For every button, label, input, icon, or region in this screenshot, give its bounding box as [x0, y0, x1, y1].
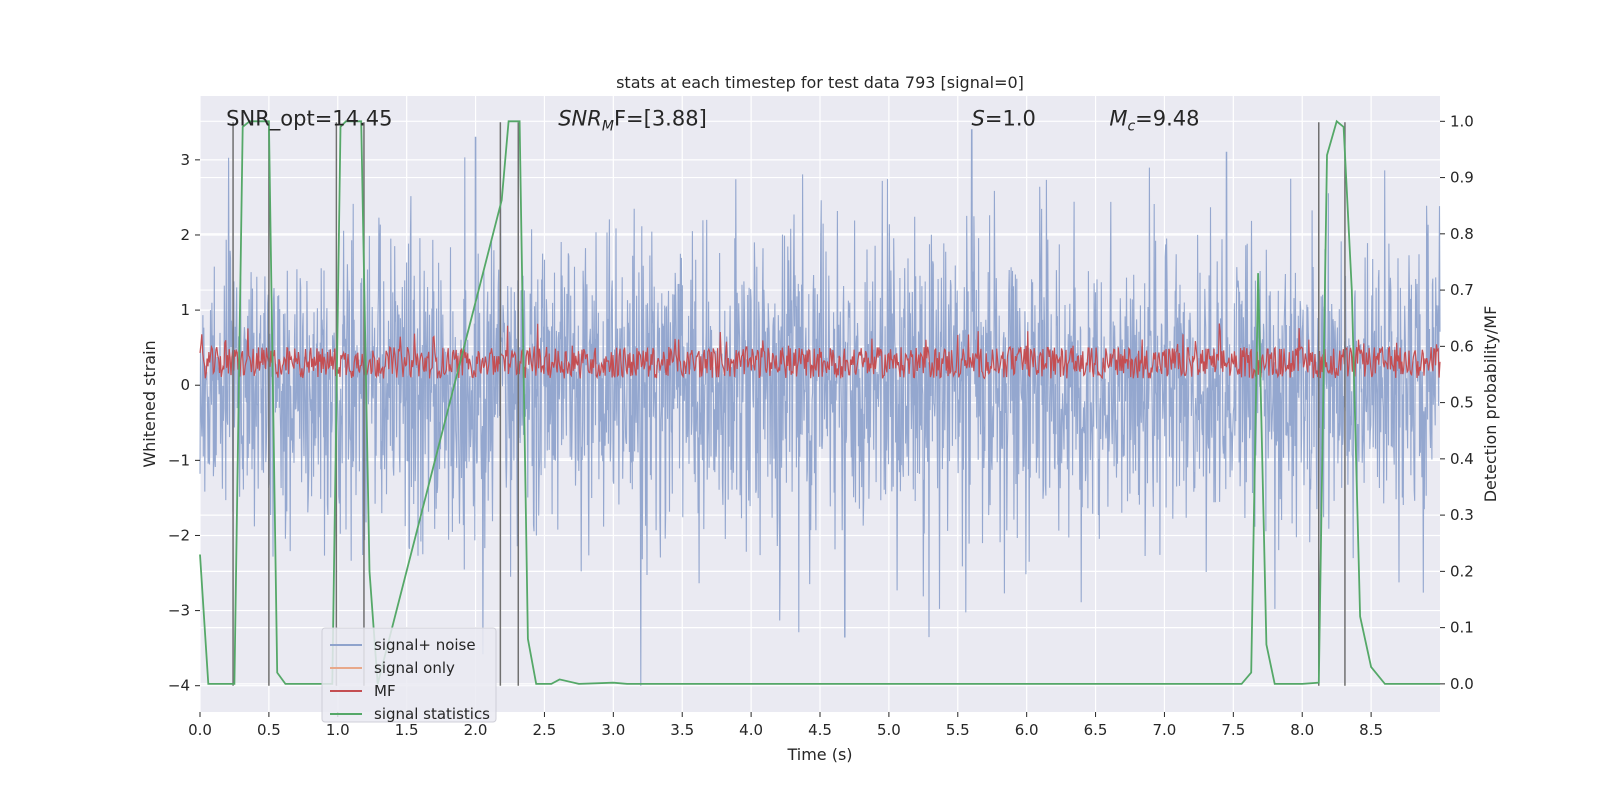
y-tick-label: 3	[180, 151, 190, 169]
x-tick-label: 0.0	[188, 721, 212, 739]
signal-plus-noise-line	[199, 129, 1441, 686]
x-tick-label: 0.5	[257, 721, 281, 739]
x-tick-label: 2.5	[533, 721, 557, 739]
legend-entry-label: signal only	[374, 659, 455, 677]
y-tick-label: −2	[168, 526, 190, 544]
chart-title: stats at each timestep for test data 793…	[616, 73, 1024, 92]
legend: signal+ noise signal only MF signal statist…	[321, 627, 497, 723]
signal-statistics-line	[199, 119, 1440, 685]
y-right-tick-label: 1.0	[1450, 112, 1474, 130]
annotation-snr-mf: SNRMF=[3.88]	[558, 107, 707, 135]
y-right-tick-label: 0.8	[1450, 225, 1474, 243]
y-tick-label: −4	[168, 677, 190, 695]
x-tick-label: 8.5	[1359, 721, 1383, 739]
mf-series	[199, 323, 1441, 380]
y-right-tick-label: 0.7	[1450, 281, 1474, 299]
annotation-value: =1.0	[985, 107, 1036, 131]
x-tick-label: 5.5	[946, 721, 970, 739]
annotation-snr-opt: SNR_opt=14.45	[226, 107, 392, 132]
annotation-symbol: M	[1109, 107, 1127, 131]
mf-line	[199, 323, 1441, 380]
x-tick-label: 5.0	[877, 721, 901, 739]
y-tick-label: 1	[180, 301, 190, 319]
y-axis-ticks: −4 −3 −2 −1 0 1 2 3	[168, 151, 200, 695]
x-tick-label: 6.0	[1015, 721, 1039, 739]
x-axis-ticks: 0.0 0.5 1.0 1.5 2.0 2.5 3.0 3.5 4.0 4.5 5.0 5.5 6.0 6…	[188, 712, 1383, 739]
annotations: SNR_opt=14.45 SNRMF=[3.88] S=1.0 Mc=9.48	[226, 107, 1199, 135]
x-tick-label: 3.0	[601, 721, 625, 739]
x-tick-label: 1.5	[395, 721, 419, 739]
annotation-subscript: M	[602, 119, 614, 135]
legend-entry-label: signal statistics	[374, 705, 490, 723]
legend-box	[321, 627, 497, 723]
y-right-tick-label: 0.0	[1450, 675, 1474, 693]
y-tick-label: −1	[168, 451, 190, 469]
x-tick-label: 1.0	[326, 721, 350, 739]
annotation-mc-value: Mc=9.48	[1109, 107, 1199, 135]
signal-statistics-series	[199, 119, 1440, 685]
y-tick-label: −3	[168, 602, 190, 620]
x-tick-label: 7.5	[1221, 721, 1245, 739]
x-tick-label: 4.5	[808, 721, 832, 739]
x-tick-label: 4.0	[739, 721, 763, 739]
y-right-tick-label: 0.1	[1450, 619, 1474, 637]
annotation-value: F=[3.88]	[614, 107, 707, 131]
y-right-axis-label: Detection probability/MF	[1481, 306, 1500, 503]
x-axis-label: Time (s)	[786, 745, 852, 764]
annotation-value: =9.48	[1135, 107, 1199, 131]
legend-entry-label: signal+ noise	[374, 636, 476, 654]
x-tick-label: 2.0	[464, 721, 488, 739]
x-tick-label: 3.5	[670, 721, 694, 739]
y-right-tick-label: 0.2	[1450, 562, 1474, 580]
y-axis-label: Whitened strain	[140, 340, 159, 467]
annotation-symbol: SNR	[558, 107, 602, 131]
y-tick-label: 0	[180, 376, 190, 394]
annotation-s-value: S=1.0	[972, 107, 1036, 131]
y-right-tick-label: 0.6	[1450, 337, 1474, 355]
legend-entry-label: MF	[374, 682, 396, 700]
annotation-subscript: c	[1127, 119, 1135, 135]
y-right-tick-label: 0.3	[1450, 506, 1474, 524]
x-tick-label: 7.0	[1153, 721, 1177, 739]
y-right-tick-label: 0.5	[1450, 394, 1474, 412]
y-right-tick-label: 0.9	[1450, 169, 1474, 187]
annotation-symbol: S	[972, 107, 985, 131]
x-tick-label: 8.0	[1290, 721, 1314, 739]
y-right-axis-ticks: 0.0 0.1 0.2 0.3 0.4 0.5 0.6 0.7 0.8 0.9 1.0	[1440, 112, 1474, 693]
x-tick-label: 6.5	[1084, 721, 1108, 739]
y-tick-label: 2	[180, 226, 190, 244]
signal-plus-noise-series	[199, 129, 1441, 686]
y-right-tick-label: 0.4	[1450, 450, 1474, 468]
